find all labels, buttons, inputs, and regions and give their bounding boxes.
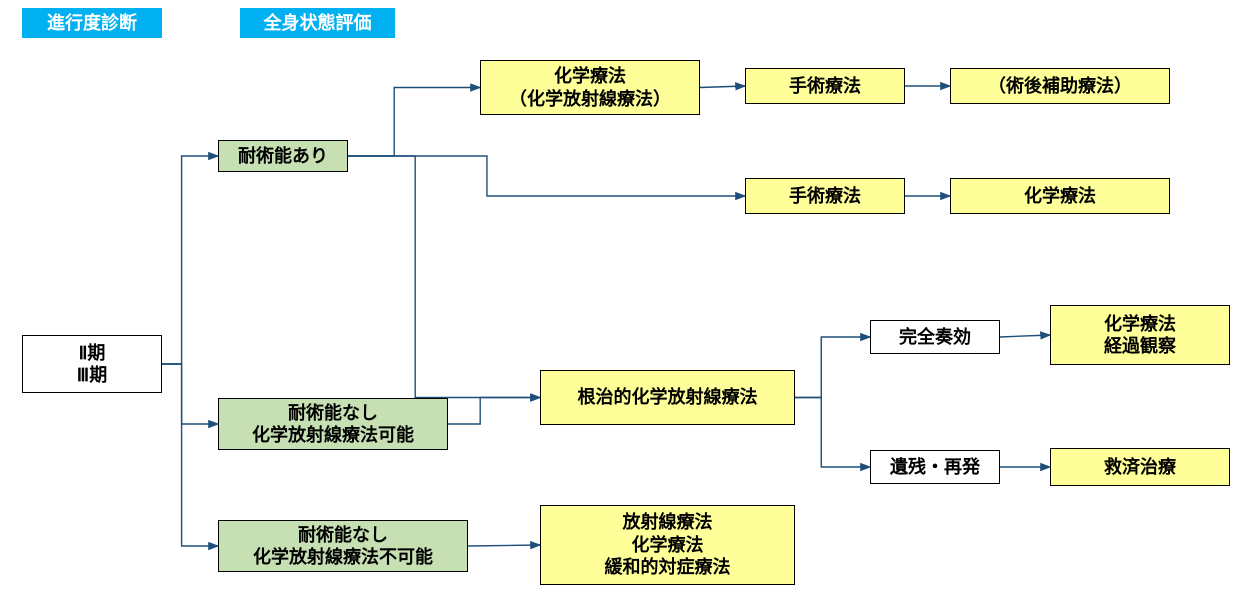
connector-op_yes-to-dcrt [348, 156, 540, 398]
connector-op_no_a-to-dcrt [448, 398, 540, 425]
node-dcrt: 根治的化学放射線療法 [540, 370, 795, 425]
connector-stage-to-op_no_a [162, 364, 218, 424]
connector-op_yes-to-surg2 [348, 156, 745, 196]
connector-dcrt-to-resid [795, 398, 870, 468]
node-post1: （術後補助療法） [950, 68, 1170, 104]
node-chemo1: 化学療法 （化学放射線療法） [480, 60, 700, 115]
connector-op_yes-to-chemo1 [348, 88, 480, 157]
connector-stage-to-op_yes [162, 156, 218, 364]
node-resid: 遺残・再発 [870, 450, 1000, 484]
node-cr: 完全奏効 [870, 320, 1000, 354]
header-h2: 全身状態評価 [240, 8, 395, 38]
node-op_no_a: 耐術能なし 化学放射線療法可能 [218, 398, 448, 450]
node-surg2: 手術療法 [745, 178, 905, 214]
node-cr_out: 化学療法 経過観察 [1050, 305, 1230, 365]
flowchart-canvas: 進行度診断 全身状態評価 Ⅱ期 Ⅲ期 耐術能あり耐術能なし 化学放射線療法可能耐術能な… [0, 0, 1258, 603]
node-salvage: 救済治療 [1050, 448, 1230, 486]
node-pallia: 放射線療法 化学療法 緩和的対症療法 [540, 505, 795, 585]
connector-op_no_b-to-pallia [468, 545, 540, 546]
node-op_no_b: 耐術能なし 化学放射線療法不可能 [218, 520, 468, 572]
header-h1: 進行度診断 [22, 8, 162, 38]
node-stage: Ⅱ期 Ⅲ期 [22, 335, 162, 393]
node-surg1: 手術療法 [745, 68, 905, 104]
connector-cr-to-cr_out [1000, 335, 1050, 337]
node-op_yes: 耐術能あり [218, 140, 348, 172]
node-chemo2: 化学療法 [950, 178, 1170, 214]
connector-stage-to-op_no_b [162, 364, 218, 546]
connector-chemo1-to-surg1 [700, 86, 745, 88]
connector-dcrt-to-cr [795, 337, 870, 398]
